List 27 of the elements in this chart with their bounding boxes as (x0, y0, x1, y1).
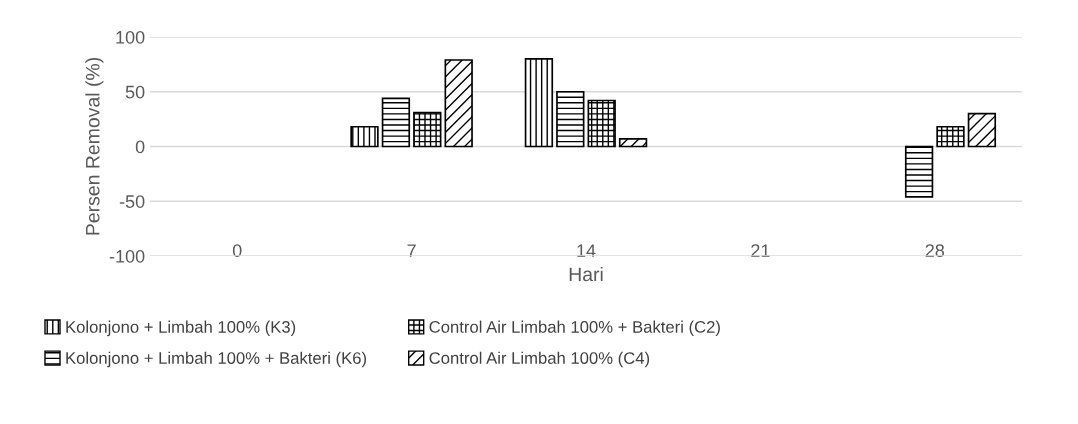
y-tick-label: -100 (109, 249, 145, 263)
x-tick-label: 0 (232, 244, 242, 257)
bar (444, 59, 473, 148)
y-axis-title: Persen Removal (%) (85, 58, 104, 235)
legend-label: Control Air Limbah 100% + Bakteri (C2) (429, 320, 720, 337)
legend-label: Kolonjono + Limbah 100% (K3) (66, 320, 296, 337)
x-tick-label: 14 (577, 244, 596, 257)
bar (587, 99, 616, 148)
x-axis-title: Hari (569, 266, 603, 282)
bar (556, 90, 585, 148)
x-tick-label: 28 (925, 244, 945, 257)
bar (524, 58, 554, 148)
bar (618, 138, 648, 148)
bar (904, 145, 934, 198)
y-tick-label: -50 (119, 195, 145, 208)
legend-label: Control Air Limbah 100% (C4) (429, 351, 650, 368)
bar (936, 125, 965, 148)
legend-label: Kolonjono + Limbah 100% + Bakteri (K6) (66, 351, 366, 368)
y-tick-label: 0 (135, 140, 145, 154)
bar (413, 111, 442, 148)
bar (381, 97, 411, 148)
x-tick-label: 7 (407, 244, 416, 257)
y-tick-label: 100 (116, 30, 145, 44)
bar (350, 125, 379, 148)
bar (967, 112, 997, 148)
x-tick-label: 21 (751, 244, 770, 257)
y-tick-label: 50 (125, 85, 145, 99)
